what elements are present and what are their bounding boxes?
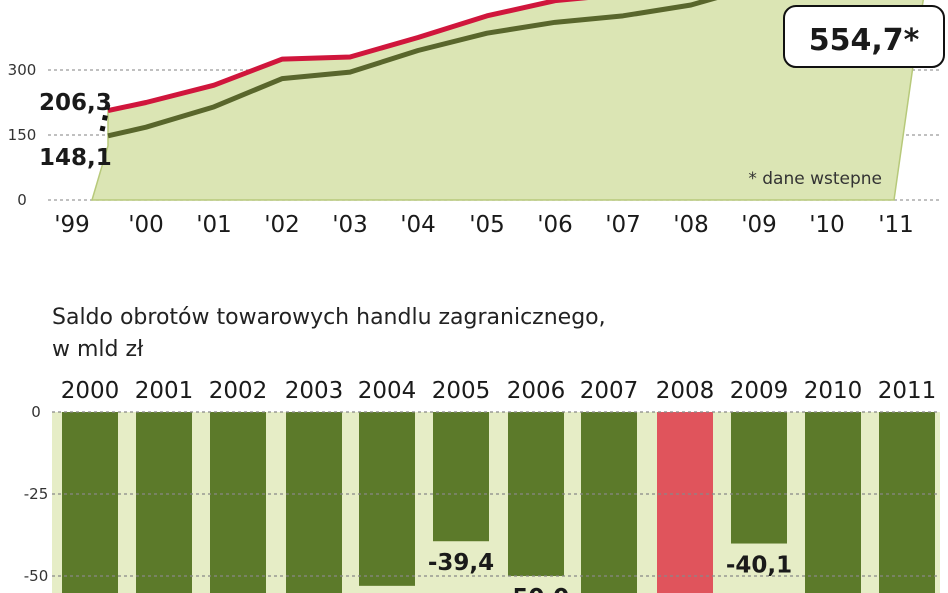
series-line-lower [107,0,718,139]
category-label: 2006 [507,378,566,404]
footnote: * dane wstepne [748,169,882,189]
x-tick-label: '10 [809,212,845,238]
bar-2008 [657,412,713,593]
x-tick-label: '06 [537,212,573,238]
bar-2010 [805,412,861,593]
category-label: 2004 [358,378,417,404]
x-tick-label: '00 [128,212,164,238]
category-label: 2008 [656,378,715,404]
category-label: 2003 [285,378,344,404]
category-label: 2000 [61,378,120,404]
category-label: 2005 [432,378,491,404]
x-tick-label: '03 [332,212,368,238]
bar-2011 [879,412,935,593]
bar-2001 [136,412,192,593]
category-label: 2011 [878,378,937,404]
label-start-upper: 206,3 [39,90,112,116]
bar-2007 [581,412,637,593]
category-label: 2007 [580,378,639,404]
bar-chart: Saldo obrotów towarowych handlu zagranic… [24,305,940,593]
y-tick-label: 0 [31,403,41,421]
x-tick-label: '99 [54,212,90,238]
y-tick-label: 300 [8,61,37,79]
plot-background [52,412,940,593]
category-label: 2010 [804,378,863,404]
y-tick-label: 0 [17,191,27,209]
y-tick-label: -25 [24,485,49,503]
bar-2005 [433,412,489,542]
chart-subtitle: w mld zł [52,337,144,362]
data-label-2005: -39,4 [428,550,494,576]
start-connector [99,103,111,132]
bar-2002 [210,412,266,593]
x-tick-label: '02 [264,212,300,238]
category-label: 2009 [730,378,789,404]
x-tick-label: '09 [741,212,777,238]
series-line-upper [107,0,589,114]
bar-2009 [731,412,787,544]
x-tick-label: '07 [605,212,641,238]
bar-2000 [62,412,118,593]
data-label-2009: -40,1 [726,553,792,579]
bar-2006 [508,412,564,576]
x-tick-label: '08 [673,212,709,238]
x-tick-label: '01 [196,212,232,238]
callout-box [783,5,945,68]
x-tick-label: '04 [400,212,436,238]
label-end: 554,7* [809,23,920,58]
label-start-lower: 148,1 [39,145,112,171]
data-label-2006: -50,0 [503,585,569,593]
y-tick-label: 150 [8,126,37,144]
x-tick-label: '05 [469,212,505,238]
chart-title: Saldo obrotów towarowych handlu zagranic… [52,305,606,330]
category-label: 2001 [135,378,194,404]
category-label: 2002 [209,378,268,404]
x-tick-label: '11 [878,212,914,238]
y-tick-label: -50 [24,567,49,585]
bar-2004 [359,412,415,586]
bar-2003 [286,412,342,593]
